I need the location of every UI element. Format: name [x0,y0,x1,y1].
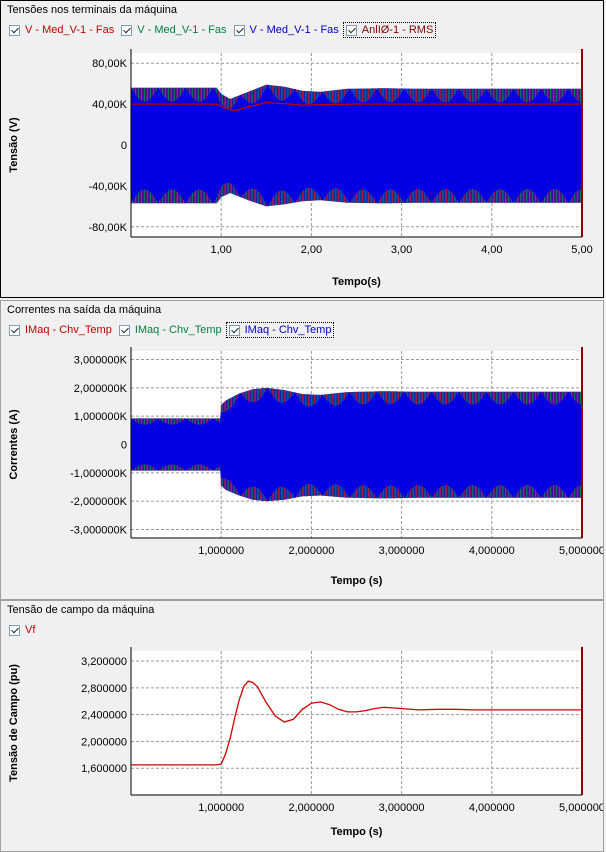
legend: Vf [7,622,40,638]
x-axis-label: Tempo(s) [332,276,381,288]
y-tick-label: 2,400000 [81,710,127,722]
x-tick-label: 3,000000 [379,802,425,814]
y-tick-label: 1,600000 [81,763,127,775]
y-tick-label: -80,00K [88,222,127,234]
y-tick-label: 2,000000 [81,736,127,748]
y-tick-label: 80,00K [92,58,128,70]
y-tick-label: -1,000000K [70,468,128,480]
y-tick-label: 0 [121,140,127,152]
checkbox[interactable] [9,324,20,336]
y-tick-label: 2,000000K [74,383,128,395]
y-tick-label: 3,000000K [74,355,128,367]
y-tick-label: 3,200000 [81,656,127,668]
series-group [131,680,582,766]
x-tick-label: 2,000000 [288,802,334,814]
phase-spikes [132,84,582,207]
series-line [131,101,582,112]
legend-label: IMaq - Chv_Temp [134,324,222,336]
legend: V - Med_V-1 - Fas V - Med_V-1 - Fas V - … [7,22,438,38]
legend-item[interactable]: Vf [7,623,37,637]
x-tick-label: 4,000000 [469,545,515,557]
current-chart: 3,000000K 2,000000K 1,000000K 0 -1,000000K -2… [8,347,603,587]
legend-item[interactable]: AnlIØ-1 - RMS [342,22,437,38]
legend: IMaq - Chv_Temp IMaq - Chv_Temp IMaq - C… [7,322,336,338]
legend-label: V - Med_V-1 - Fas [137,24,227,36]
y-tick-label: 40,00K [92,99,128,111]
series-line [131,680,582,766]
y-axis-label: Tensão (V) [8,117,20,173]
y-tick-label: -3,000000K [70,525,128,537]
checkbox[interactable] [228,324,240,336]
x-tick-label: 5,00 [571,244,592,256]
x-tick-label: 5,000000 [559,545,603,557]
x-axis-label: Tempo (s) [331,575,383,587]
field-voltage-chart: 3,200000 2,800000 2,400000 2,000000 1,600000… [8,647,603,838]
plot-area [131,651,582,795]
legend-label: AnlIØ-1 - RMS [361,24,434,36]
current-panel: Correntes na saída da máquina IMaq - Chv… [0,300,604,600]
panel-title: Tensões nos terminais da máquina [7,4,177,16]
y-axis-label: Correntes (A) [8,409,20,480]
x-tick-label: 1,000000 [198,802,244,814]
voltage-chart: 80,00K 40,00K 0 -40,00K -80,00K 1,00 2,00 3,00 4… [8,49,593,288]
x-tick-label: 1,00 [210,244,231,256]
checkbox[interactable] [9,624,20,636]
legend-label: V - Med_V-1 - Fas [25,24,115,36]
phase-spikes [132,387,582,502]
voltage-panel: Tensões nos terminais da máquina V - Med… [0,0,604,298]
y-tick-label: 1,000000K [74,411,128,423]
legend-item[interactable]: IMaq - Chv_Temp [7,323,114,337]
legend-item[interactable]: IMaq - Chv_Temp [225,322,335,338]
checkbox[interactable] [118,324,130,336]
panel-title: Tensão de campo da máquina [7,604,155,616]
legend-item[interactable]: V - Med_V-1 - Fas [232,23,341,37]
x-tick-label: 3,000000 [379,545,425,557]
y-tick-label: -2,000000K [70,496,128,508]
x-tick-label: 4,000000 [469,802,515,814]
x-tick-label: 3,00 [391,244,412,256]
x-tick-label: 2,000000 [288,545,334,557]
series-group [131,387,582,502]
series-envelope [131,387,582,502]
legend-item[interactable]: IMaq - Chv_Temp [117,323,224,337]
x-tick-label: 1,000000 [198,545,244,557]
y-axis-label: Tensão de Campo (pu) [8,664,20,782]
checkbox[interactable] [233,24,245,36]
x-tick-label: 4,00 [481,244,502,256]
y-tick-label: 0 [121,440,127,452]
field-voltage-panel: Tensão de campo da máquina Vf 3,200000 2,… [0,600,604,852]
checkbox[interactable] [121,24,133,36]
x-tick-label: 2,00 [301,244,322,256]
legend-label: IMaq - Chv_Temp [25,324,112,336]
legend-label: V - Med_V-1 - Fas [249,24,339,36]
panel-title: Correntes na saída da máquina [7,304,162,316]
x-axis-label: Tempo (s) [331,826,383,838]
checkbox[interactable] [9,24,20,36]
legend-label: Vf [25,624,36,636]
y-tick-label: 2,800000 [81,683,127,695]
x-tick-label: 5,000000 [559,802,603,814]
series-envelope [131,84,582,207]
legend-item[interactable]: V - Med_V-1 - Fas [7,23,116,37]
series-group [131,84,582,207]
legend-label: IMaq - Chv_Temp [244,324,332,336]
legend-item[interactable]: V - Med_V-1 - Fas [119,23,228,37]
checkbox[interactable] [345,24,357,36]
y-tick-label: -40,00K [88,181,127,193]
